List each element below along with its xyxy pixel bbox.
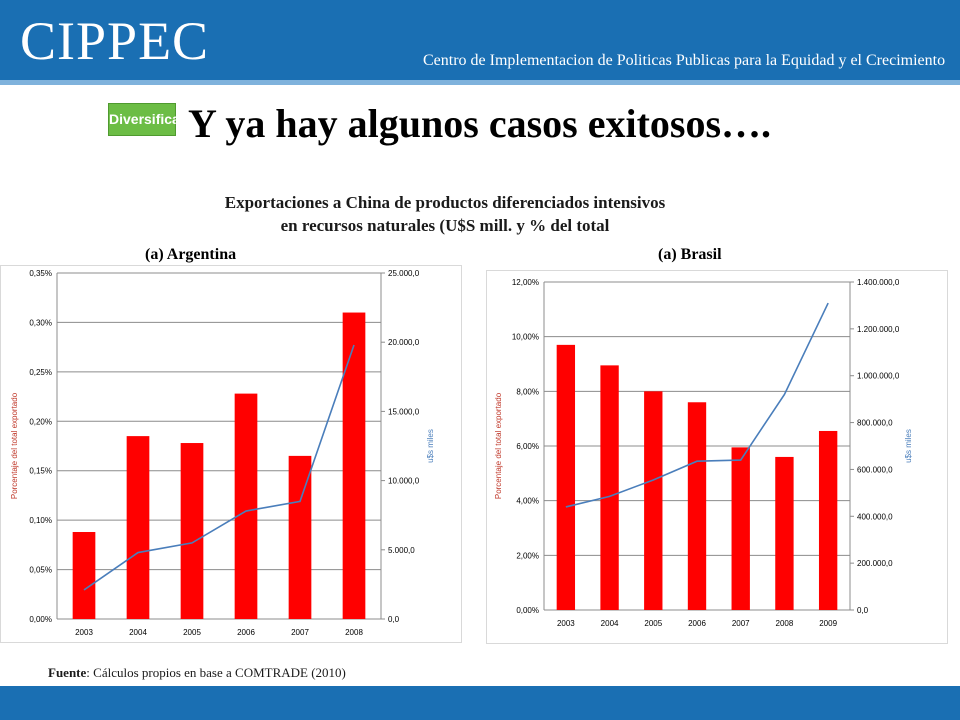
- slide-title: Y ya hay algunos casos exitosos….: [188, 101, 772, 146]
- brasil-x-tick-label: 2006: [688, 619, 706, 628]
- argentina-y-tick-label: 0,10%: [29, 516, 52, 525]
- chart-argentina: 0,00% 0,05% 0,10% 0,15% 0,20% 0,25% 0,30% 0,35%…: [0, 265, 462, 643]
- argentina-y-tick-label: 0,00%: [29, 615, 52, 624]
- brasil-y-tick-label: 2,00%: [516, 551, 539, 560]
- section-badge-label: Diversificación: [109, 111, 209, 127]
- argentina-y-tick-label: 0,35%: [29, 269, 52, 278]
- chart-brasil: 0,00% 2,00% 4,00% 6,00% 8,00% 10,00% 12,00% 0,0…: [486, 270, 948, 644]
- argentina-y-tick-label: 0,05%: [29, 566, 52, 575]
- argentina-bar: [234, 393, 258, 619]
- brasil-line-series: [565, 302, 829, 508]
- logo: CIPPEC: [20, 11, 210, 71]
- argentina-y2-tick-label: 20.000,0: [388, 338, 420, 347]
- argentina-y2-tick-label: 25.000,0: [388, 269, 420, 278]
- brasil-y2-tick-label: 0,0: [857, 606, 869, 615]
- panel-b-label: (a) Brasil: [658, 246, 722, 263]
- brasil-y2-tick-label: 1.000.000,0: [857, 372, 900, 381]
- brasil-x-tick-label: 2007: [732, 619, 750, 628]
- chart-argentina-svg: 0,00% 0,05% 0,10% 0,15% 0,20% 0,25% 0,30% 0,35%…: [10, 269, 435, 637]
- argentina-x-tick-label: 2006: [237, 628, 255, 637]
- argentina-bar: [288, 455, 312, 619]
- panel-a-label: (a) Argentina: [145, 246, 237, 263]
- brasil-bar: [600, 365, 619, 610]
- argentina-line-series: [83, 344, 355, 591]
- brasil-x-tick-label: 2003: [557, 619, 575, 628]
- brasil-y2-tick-label: 400.000,0: [857, 512, 893, 521]
- argentina-x-tick-label: 2008: [345, 628, 363, 637]
- argentina-y2-tick-label: 0,0: [388, 615, 400, 624]
- argentina-y2-tick-label: 5.000,0: [388, 546, 415, 555]
- brasil-x-tick-label: 2004: [601, 619, 619, 628]
- source-text: : Cálculos propios en base a COMTRADE (2…: [86, 665, 346, 680]
- brasil-y2-axis-title: u$s miles: [904, 429, 913, 463]
- argentina-x-tick-label: 2003: [75, 628, 93, 637]
- subtitle-line-1: Exportaciones a China de productos difer…: [224, 193, 666, 212]
- argentina-y-tick-label: 0,15%: [29, 467, 52, 476]
- brasil-bar: [818, 430, 838, 610]
- brasil-y2-tick-label: 1.200.000,0: [857, 325, 900, 334]
- brasil-x-tick-label: 2005: [644, 619, 662, 628]
- footer-bar: [0, 686, 960, 720]
- argentina-bar: [72, 532, 96, 619]
- header-stripe: [0, 80, 960, 85]
- subtitle-line-2: en recursos naturales (U$S mill. y % del…: [280, 215, 610, 235]
- argentina-y-tick-label: 0,30%: [29, 318, 52, 327]
- argentina-y2-axis-title: u$s miles: [426, 429, 435, 463]
- source-label: Fuente: [48, 665, 87, 680]
- brasil-bar: [644, 391, 663, 610]
- argentina-y-tick-label: 0,25%: [29, 368, 52, 377]
- brasil-y-tick-label: 0,00%: [516, 606, 539, 615]
- source-note: Fuente: Cálculos propios en base a COMTR…: [48, 665, 346, 681]
- brasil-y-tick-label: 8,00%: [516, 387, 539, 396]
- argentina-x-tick-label: 2004: [129, 628, 147, 637]
- brasil-bar: [687, 402, 707, 610]
- brasil-y2-tick-label: 200.000,0: [857, 559, 893, 568]
- argentina-y-axis-title: Porcentaje del total exportado: [10, 392, 19, 499]
- argentina-bar: [342, 312, 366, 619]
- chart-subtitle: Exportaciones a China de productos difer…: [140, 192, 750, 238]
- brasil-x-tick-label: 2009: [819, 619, 837, 628]
- argentina-x-tick-label: 2005: [183, 628, 201, 637]
- argentina-y2-tick-label: 10.000,0: [388, 477, 420, 486]
- brasil-bar: [556, 344, 576, 610]
- brasil-x-tick-label: 2008: [776, 619, 794, 628]
- brasil-y2-tick-label: 800.000,0: [857, 419, 893, 428]
- brasil-y-tick-label: 4,00%: [516, 497, 539, 506]
- brasil-bar: [731, 447, 750, 610]
- brasil-y-tick-label: 6,00%: [516, 442, 539, 451]
- header-tagline: Centro de Implementacion de Politicas Pu…: [423, 52, 946, 69]
- argentina-x-tick-label: 2007: [291, 628, 309, 637]
- brasil-y-tick-label: 10,00%: [512, 333, 539, 342]
- argentina-y-tick-label: 0,20%: [29, 417, 52, 426]
- section-badge: Diversificación: [108, 103, 209, 136]
- brasil-y-axis-title: Porcentaje del total exportado: [494, 392, 503, 499]
- argentina-bar: [126, 436, 150, 619]
- brasil-y2-tick-label: 1.400.000,0: [857, 278, 900, 287]
- chart-brasil-svg: 0,00% 2,00% 4,00% 6,00% 8,00% 10,00% 12,00% 0,0…: [494, 278, 913, 628]
- argentina-y2-tick-label: 15.000,0: [388, 407, 420, 416]
- argentina-bar: [180, 443, 204, 619]
- brasil-y-tick-label: 12,00%: [512, 278, 539, 287]
- header-bar: CIPPEC Centro de Implementacion de Polit…: [0, 0, 960, 80]
- brasil-y2-tick-label: 600.000,0: [857, 465, 893, 474]
- brasil-bar: [775, 456, 794, 610]
